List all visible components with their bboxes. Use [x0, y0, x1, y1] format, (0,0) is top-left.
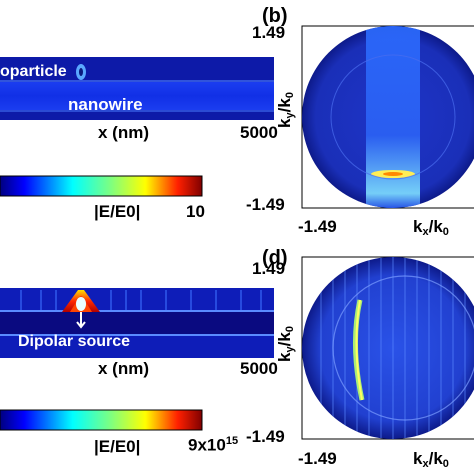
panel-b-letter: (b) [262, 5, 288, 27]
panel-b-y-top: 1.49 [252, 23, 286, 42]
panel-b-y-bottom: -1.49 [246, 195, 285, 214]
top-field-map [0, 57, 274, 120]
bottom-colorbar-label: |E/E0| [94, 437, 141, 456]
dipole-source-spot [76, 297, 86, 311]
nanoparticle-label: oparticle [0, 63, 67, 80]
panel-d-letter: (d) [262, 247, 288, 269]
bottom-x-max-label: 5000 [240, 359, 278, 378]
dipolar-source-label: Dipolar source [18, 333, 131, 350]
panel-b-y-axis-label: ky/k0 [275, 92, 296, 128]
top-colorbar-max: 10 [186, 202, 205, 221]
bottom-field-map [0, 288, 274, 358]
panel-b-kspace [301, 25, 474, 209]
top-colorbar-label: |E/E0| [94, 202, 141, 221]
panel-d-y-bottom: -1.49 [246, 427, 285, 446]
panel-b-x-axis-label: kx/k0 [413, 217, 449, 238]
bottom-x-axis-label: x (nm) [98, 359, 149, 378]
panel-d-x-left: -1.49 [298, 449, 337, 468]
bottom-colorbar [0, 409, 203, 431]
top-x-max-label: 5000 [240, 123, 278, 142]
panel-d-x-axis-label: kx/k0 [413, 449, 449, 470]
panel-b-x-left: -1.49 [298, 217, 337, 236]
panel-d-y-axis-label: ky/k0 [275, 326, 296, 362]
panel-d-y-top: 1.49 [252, 259, 286, 278]
top-colorbar [0, 175, 203, 197]
panel-d-kspace [301, 256, 474, 440]
nanowire-label: nanowire [68, 95, 143, 114]
top-x-axis-label: x (nm) [98, 123, 149, 142]
bottom-colorbar-max: 9x1015 [188, 435, 239, 455]
